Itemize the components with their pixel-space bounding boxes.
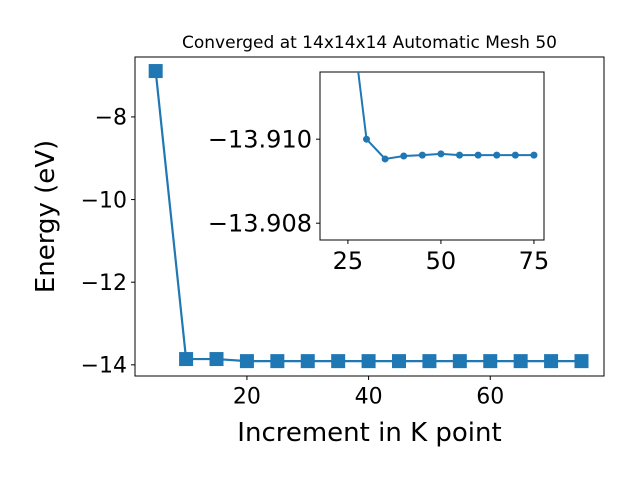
y-tick-label: −8 bbox=[95, 106, 127, 131]
x-tick-label: 60 bbox=[476, 385, 504, 410]
y-axis-label: Energy (eV) bbox=[31, 140, 61, 293]
marker bbox=[483, 354, 498, 369]
x-tick-label: 50 bbox=[426, 247, 457, 275]
x-tick-label: 25 bbox=[333, 247, 364, 275]
marker bbox=[493, 151, 501, 159]
x-tick-label: 75 bbox=[519, 247, 550, 275]
x-tick-label: 20 bbox=[233, 385, 261, 410]
marker bbox=[381, 155, 389, 163]
marker bbox=[400, 152, 408, 160]
marker bbox=[148, 64, 163, 79]
marker bbox=[530, 151, 538, 159]
marker bbox=[452, 354, 467, 369]
y-tick-label: −12 bbox=[81, 271, 127, 296]
marker bbox=[331, 354, 346, 369]
marker bbox=[363, 135, 371, 143]
y-tick-label: −14 bbox=[81, 354, 127, 379]
marker bbox=[179, 352, 194, 367]
x-axis-label: Increment in K point bbox=[237, 418, 501, 448]
marker bbox=[209, 352, 224, 367]
marker bbox=[437, 150, 445, 158]
marker bbox=[418, 151, 426, 159]
marker bbox=[456, 151, 464, 159]
marker bbox=[544, 354, 559, 369]
marker bbox=[513, 354, 528, 369]
marker bbox=[511, 151, 519, 159]
marker bbox=[300, 354, 315, 369]
chart-title: Converged at 14x14x14 Automatic Mesh 50 bbox=[182, 33, 557, 53]
marker bbox=[422, 354, 437, 369]
marker bbox=[270, 354, 285, 369]
marker bbox=[239, 354, 254, 369]
marker bbox=[474, 151, 482, 159]
y-tick-label: −13.910 bbox=[208, 126, 312, 154]
marker bbox=[361, 354, 376, 369]
x-tick-label: 40 bbox=[355, 385, 383, 410]
y-tick-label: −10 bbox=[81, 188, 127, 213]
marker bbox=[392, 354, 407, 369]
marker bbox=[574, 354, 589, 369]
y-tick-label: −13.908 bbox=[208, 210, 312, 238]
